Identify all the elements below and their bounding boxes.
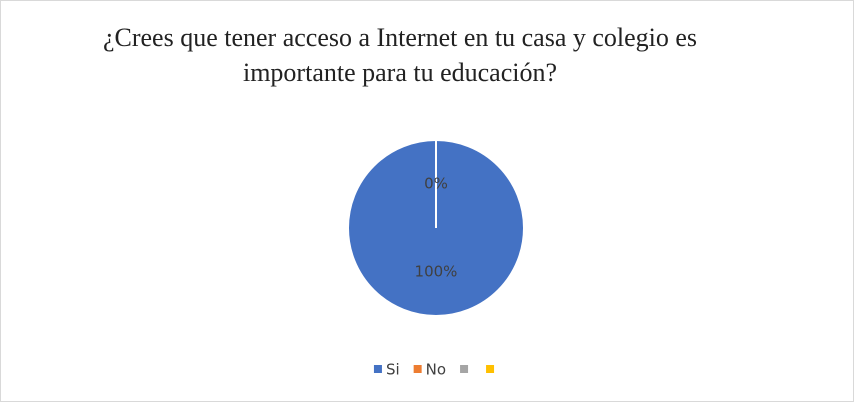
- legend-label: Si: [386, 361, 400, 379]
- legend-swatch: [413, 365, 422, 373]
- chart-title: ¿Crees que tener acceso a Internet en tu…: [102, 23, 698, 87]
- data-label: 0%: [424, 175, 448, 193]
- legend-swatch: [460, 365, 469, 373]
- legend-label: No: [426, 361, 446, 379]
- data-label: 100%: [415, 263, 458, 281]
- legend-swatch: [486, 365, 495, 373]
- legend-swatch: [373, 365, 382, 373]
